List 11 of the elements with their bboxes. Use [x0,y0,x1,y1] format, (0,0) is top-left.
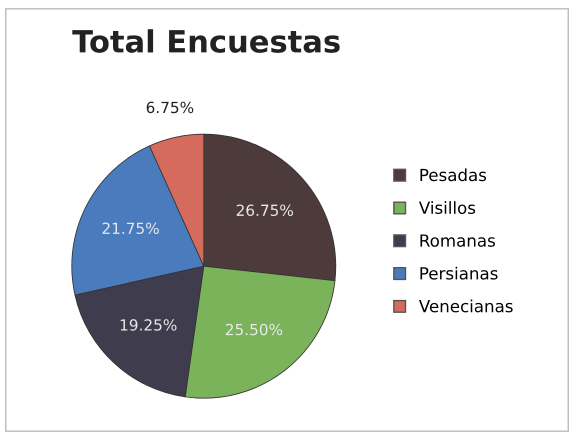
data-label: 26.75% [236,204,294,216]
legend-label: Romanas [420,234,495,247]
data-label: 6.75% [146,102,194,114]
legend-label: Pesadas [420,168,486,182]
chart-title: Total Encuestas [72,29,340,53]
data-label: 21.75% [102,222,159,234]
data-label: 19.25% [120,319,176,331]
legend-label: Venecianas [418,300,513,312]
data-label: 25.50% [226,324,282,336]
legend-label: Persianas [420,266,498,280]
legend-label: Visillos [418,201,476,214]
